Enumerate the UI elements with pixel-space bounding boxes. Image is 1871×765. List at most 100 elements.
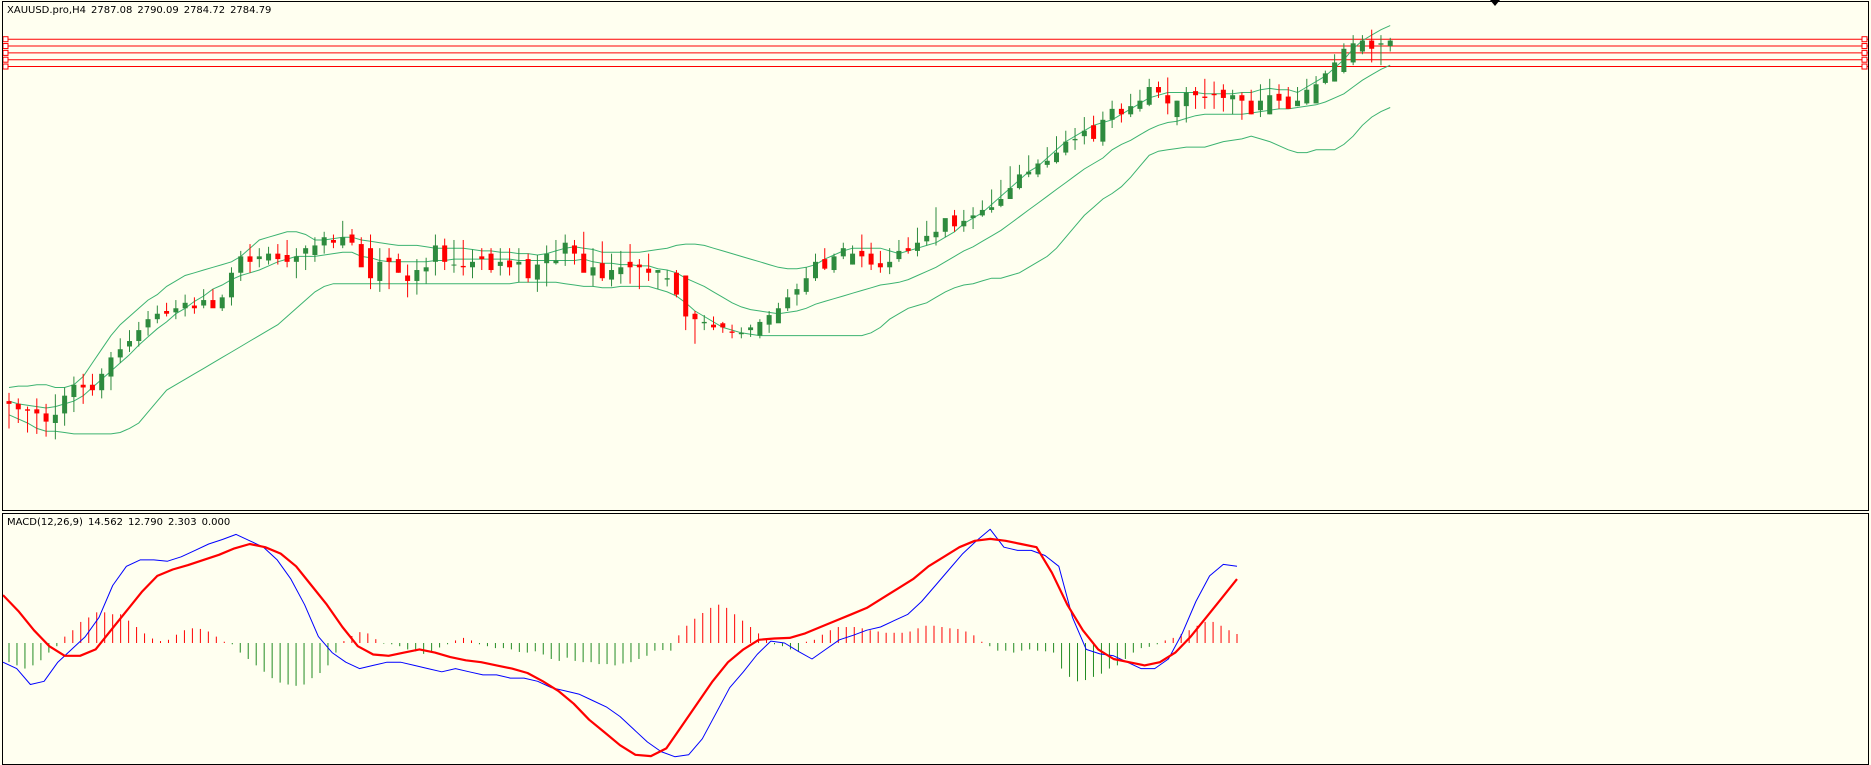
candle-body	[266, 253, 272, 261]
candle	[201, 289, 207, 309]
candle	[599, 241, 605, 281]
candle	[748, 324, 754, 337]
candle-body	[748, 327, 754, 331]
candle	[525, 253, 531, 283]
candle	[451, 239, 457, 273]
candle-body	[822, 259, 828, 269]
candle	[62, 387, 68, 426]
candle-body	[729, 331, 735, 333]
candle-body	[312, 245, 318, 255]
candle	[99, 368, 105, 399]
candle-body	[1341, 48, 1347, 72]
macd-header: MACD(12,26,9) 14.562 12.790 2.303 0.000	[7, 517, 235, 528]
candle	[1202, 78, 1208, 109]
candle	[1174, 100, 1180, 126]
candle	[1220, 84, 1226, 112]
candle-body	[164, 310, 170, 314]
candle-body	[99, 373, 105, 391]
candle	[71, 376, 77, 413]
candle-body	[831, 256, 837, 271]
candle-body	[1100, 119, 1106, 142]
candle	[507, 248, 513, 276]
candle	[1155, 81, 1161, 98]
candle	[1378, 35, 1384, 66]
candle-body	[1202, 96, 1208, 98]
candle-body	[460, 265, 466, 268]
candle	[766, 310, 772, 333]
candle-body	[942, 218, 948, 232]
candle	[1035, 159, 1041, 178]
candle-body	[516, 261, 522, 265]
candle-body	[1054, 152, 1060, 163]
candle	[497, 248, 503, 276]
candle	[701, 315, 707, 331]
candle-body	[15, 403, 21, 410]
candle	[43, 403, 49, 437]
candle	[581, 231, 587, 273]
candle-body	[683, 275, 689, 317]
candle	[933, 207, 939, 246]
candle-body	[1137, 100, 1143, 109]
candle	[664, 270, 670, 287]
candle-body	[646, 268, 652, 273]
bollinger-upper-band	[8, 25, 1391, 388]
candle-body	[692, 313, 698, 320]
candle	[1054, 136, 1060, 164]
candle-body	[775, 308, 781, 324]
candle-body	[1304, 89, 1310, 104]
price-chart-pane[interactable]: XAUUSD.pro,H4 2787.08 2790.09 2784.72 2784.7…	[2, 1, 1869, 511]
candle-body	[127, 341, 133, 347]
candle-body	[303, 248, 309, 254]
candle-body	[887, 261, 893, 268]
candle	[794, 283, 800, 306]
candle-body	[470, 261, 475, 268]
candle	[127, 330, 133, 352]
candle	[877, 250, 883, 273]
candle-body	[1220, 89, 1226, 98]
candle-body	[89, 384, 95, 391]
candle	[145, 310, 151, 336]
candle	[293, 248, 299, 279]
candle-body	[609, 270, 615, 280]
candle-body	[479, 256, 485, 260]
candle-body	[933, 231, 939, 238]
candle	[228, 267, 234, 306]
candle	[673, 270, 679, 298]
candle	[1128, 93, 1134, 118]
candle	[182, 294, 188, 317]
candle	[442, 238, 448, 271]
price-chart	[3, 25, 1868, 440]
candle-body	[738, 332, 744, 335]
candle-body	[368, 248, 374, 279]
candle	[1313, 76, 1319, 104]
candle-body	[1276, 93, 1282, 101]
candle-body	[1257, 100, 1263, 111]
candle	[720, 321, 726, 333]
macd-pane[interactable]: MACD(12,26,9) 14.562 12.790 2.303 0.000	[2, 513, 1869, 765]
candle-body	[979, 209, 985, 216]
candle-body	[877, 263, 883, 268]
candle-body	[914, 242, 920, 251]
candle	[154, 305, 160, 324]
candle-body	[210, 300, 216, 309]
candle-body	[812, 261, 818, 279]
candle-body	[581, 253, 587, 273]
candle	[942, 218, 948, 238]
candle-body	[6, 401, 12, 404]
candle-body	[62, 395, 68, 414]
symbol-header: XAUUSD.pro,H4 2787.08 2790.09 2784.72 2784.7…	[7, 5, 276, 16]
candle	[544, 245, 550, 287]
candle-body	[794, 289, 800, 295]
candle-body	[1378, 43, 1384, 45]
candle-body	[1350, 43, 1356, 63]
candle-body	[451, 264, 457, 266]
candle-body	[673, 272, 679, 295]
candle-body	[1044, 160, 1050, 165]
candle	[414, 259, 420, 295]
candle	[1007, 166, 1013, 200]
candle	[711, 316, 717, 331]
candle	[1081, 117, 1087, 145]
level-handle-right	[1861, 49, 1868, 56]
candle	[349, 229, 355, 246]
chart-shift-marker[interactable]	[1490, 0, 1500, 6]
